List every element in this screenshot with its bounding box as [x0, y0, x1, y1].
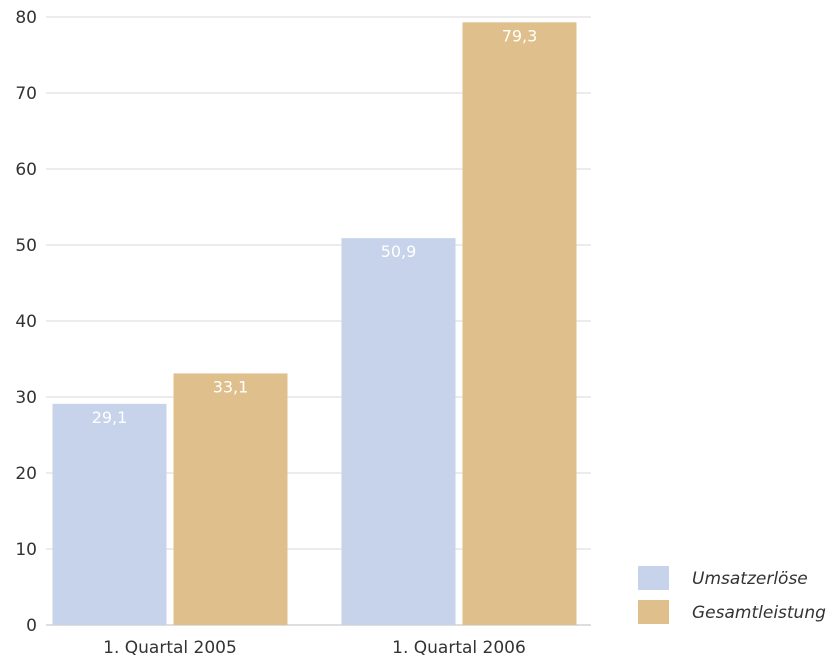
data-label: 50,9 — [381, 242, 417, 261]
legend-label: Umsatzerlöse — [692, 569, 808, 589]
y-tick-label: 0 — [26, 616, 37, 636]
data-label: 33,1 — [213, 377, 249, 396]
bar-umsatzerloese-1 — [341, 238, 456, 625]
legend-swatch — [638, 566, 669, 590]
y-tick-label: 50 — [15, 236, 37, 256]
y-tick-label: 80 — [15, 8, 37, 28]
x-category-label: 1. Quartal 2006 — [392, 638, 526, 658]
y-tick-label: 10 — [15, 540, 37, 560]
legend-label: Gesamtleistung — [692, 603, 826, 623]
data-label: 29,1 — [92, 408, 128, 427]
legend: Umsatzerlöse Gesamtleistung — [638, 566, 826, 624]
bar-gesamtleistung-0 — [173, 373, 288, 625]
y-axis-ticks: 0 10 20 30 40 50 60 70 80 — [15, 8, 37, 636]
legend-swatch — [638, 600, 669, 624]
bars — [52, 22, 577, 625]
x-category-label: 1. Quartal 2005 — [103, 638, 237, 658]
y-tick-label: 60 — [15, 160, 37, 180]
y-tick-label: 20 — [15, 464, 37, 484]
y-tick-label: 70 — [15, 84, 37, 104]
y-tick-label: 40 — [15, 312, 37, 332]
bar-gesamtleistung-1 — [462, 22, 577, 625]
data-labels: 29,1 33,1 50,9 79,3 — [92, 26, 538, 427]
bar-umsatzerloese-0 — [52, 403, 167, 625]
x-axis-categories: 1. Quartal 2005 1. Quartal 2006 — [103, 638, 526, 658]
data-label: 79,3 — [502, 26, 538, 45]
y-tick-label: 30 — [15, 388, 37, 408]
